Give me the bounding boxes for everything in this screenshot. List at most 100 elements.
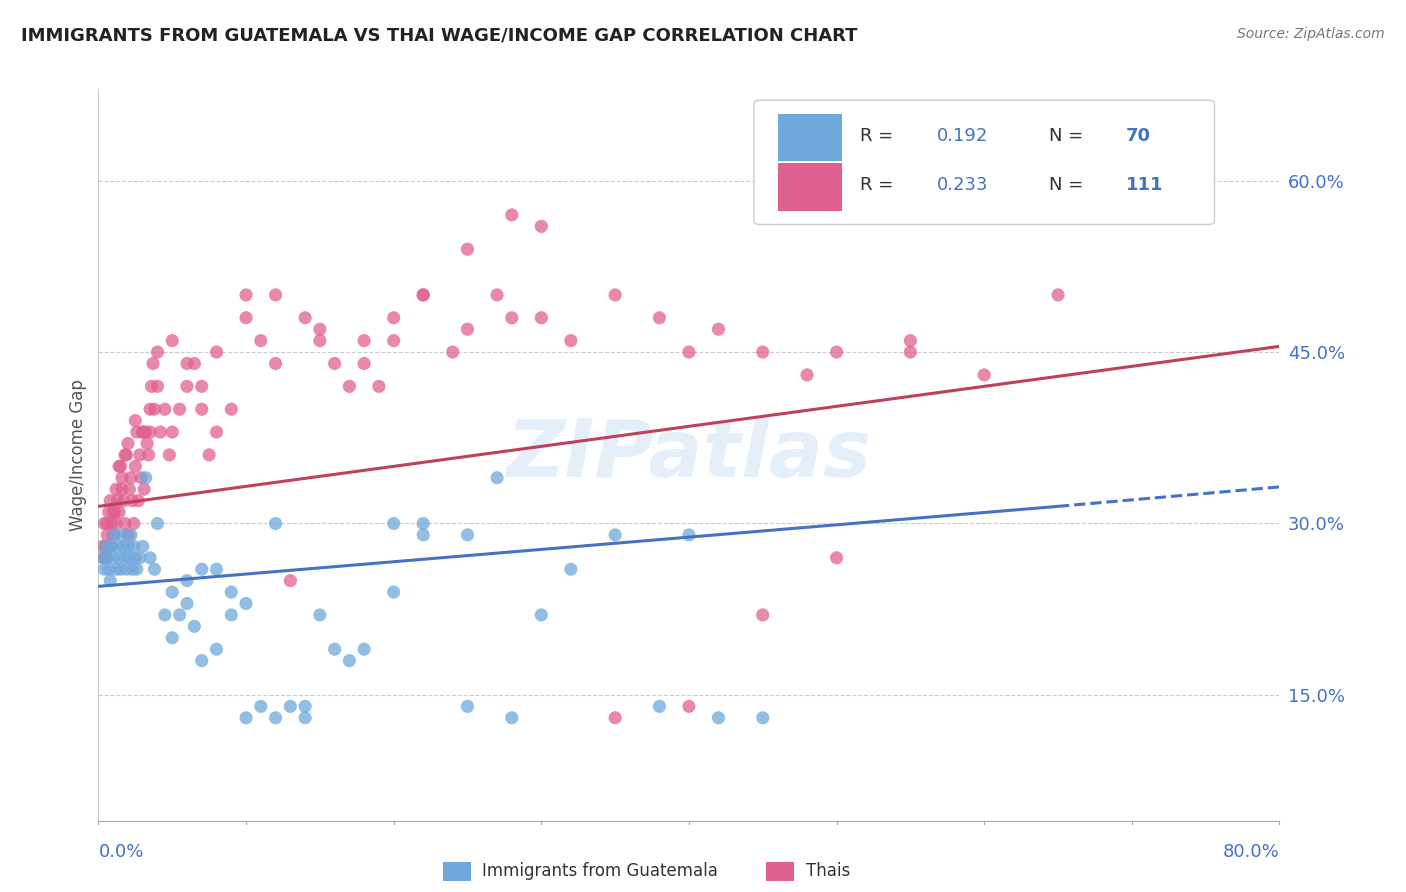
Point <box>412 516 434 531</box>
Point <box>205 425 228 439</box>
Point <box>139 425 162 439</box>
Point <box>707 322 730 336</box>
Point <box>221 585 243 599</box>
Point <box>104 505 127 519</box>
Point <box>96 528 118 542</box>
Point <box>121 493 143 508</box>
Point <box>560 334 582 348</box>
Point <box>121 562 143 576</box>
Point <box>169 402 191 417</box>
Point <box>105 482 128 496</box>
Point <box>353 642 375 657</box>
FancyBboxPatch shape <box>778 114 842 161</box>
Point <box>97 505 120 519</box>
Point <box>108 505 131 519</box>
Point <box>100 516 122 531</box>
Point <box>114 448 136 462</box>
Point <box>752 711 775 725</box>
Point <box>108 459 131 474</box>
Point <box>146 379 169 393</box>
Point <box>457 322 479 336</box>
Point <box>94 539 117 553</box>
Point <box>264 711 287 725</box>
Point <box>162 425 183 439</box>
Point <box>153 402 176 417</box>
Point <box>132 425 155 439</box>
FancyBboxPatch shape <box>778 163 842 211</box>
Point <box>93 562 115 576</box>
Point <box>235 288 257 302</box>
Point <box>198 448 221 462</box>
Point <box>93 550 115 565</box>
Point <box>382 516 405 531</box>
Point <box>530 607 553 622</box>
Point <box>221 402 243 417</box>
Point <box>339 379 361 393</box>
Point <box>117 528 139 542</box>
Point <box>117 436 139 450</box>
Point <box>825 345 848 359</box>
Point <box>176 574 198 588</box>
Point <box>501 208 523 222</box>
Point <box>110 459 132 474</box>
Point <box>264 516 287 531</box>
Text: ZIPatlas: ZIPatlas <box>506 416 872 494</box>
Point <box>128 550 150 565</box>
Point <box>309 607 332 622</box>
Point <box>280 699 302 714</box>
Point <box>205 345 228 359</box>
Y-axis label: Wage/Income Gap: Wage/Income Gap <box>69 379 87 531</box>
Point <box>412 288 434 302</box>
Point <box>560 562 582 576</box>
Point <box>183 356 205 371</box>
Point <box>264 356 287 371</box>
Point <box>309 334 332 348</box>
Point <box>91 539 114 553</box>
Text: Thais: Thais <box>806 863 849 880</box>
Point <box>100 539 122 553</box>
Point <box>235 310 257 325</box>
Point <box>264 288 287 302</box>
Point <box>105 562 128 576</box>
Point <box>96 516 118 531</box>
Point <box>124 459 146 474</box>
Text: 0.0%: 0.0% <box>98 843 143 861</box>
Point <box>162 585 183 599</box>
Point <box>900 345 922 359</box>
Point <box>183 619 205 633</box>
Point <box>120 528 142 542</box>
Point <box>143 402 166 417</box>
Point <box>973 368 995 382</box>
Point <box>382 334 405 348</box>
Point <box>117 539 139 553</box>
Point <box>648 699 671 714</box>
Point <box>191 654 214 668</box>
Point <box>280 574 302 588</box>
Point <box>176 597 198 611</box>
Point <box>138 448 160 462</box>
Point <box>250 699 273 714</box>
Point <box>136 436 159 450</box>
Point <box>98 493 121 508</box>
Point <box>1046 139 1070 153</box>
Point <box>103 528 125 542</box>
Point <box>103 505 125 519</box>
Point <box>169 607 191 622</box>
Point <box>111 482 134 496</box>
Text: R =: R = <box>860 176 900 194</box>
Point <box>111 471 134 485</box>
Point <box>678 345 700 359</box>
Point <box>752 607 775 622</box>
Point <box>149 425 172 439</box>
Point <box>309 322 332 336</box>
Point <box>457 242 479 256</box>
Point <box>111 528 134 542</box>
Point <box>97 562 120 576</box>
Point <box>96 550 118 565</box>
Point <box>486 471 509 485</box>
Text: 80.0%: 80.0% <box>1223 843 1279 861</box>
Point <box>250 334 273 348</box>
Point <box>107 539 129 553</box>
Point <box>605 528 627 542</box>
Point <box>135 471 157 485</box>
